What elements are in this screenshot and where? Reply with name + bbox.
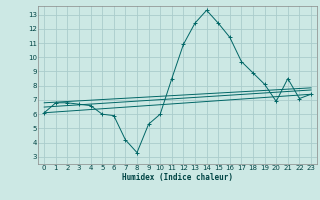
X-axis label: Humidex (Indice chaleur): Humidex (Indice chaleur) — [122, 173, 233, 182]
